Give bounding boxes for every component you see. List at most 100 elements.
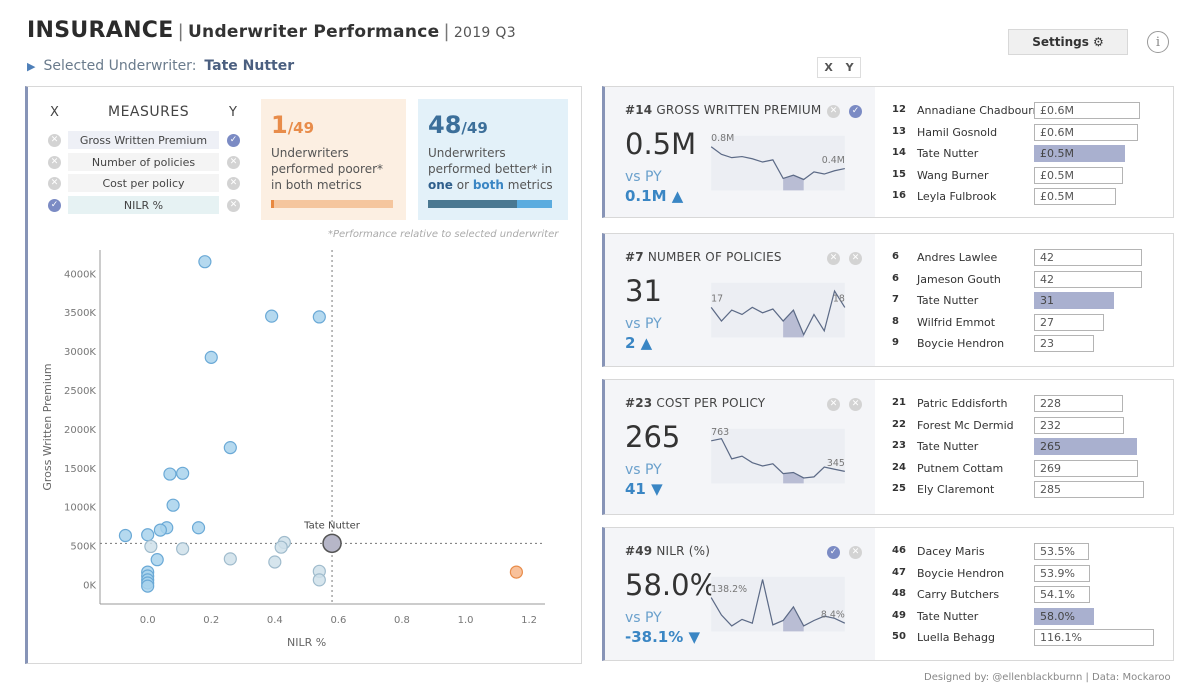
card-y-toggle[interactable]: ✓	[849, 105, 862, 118]
rank-row[interactable]: 48 Carry Butchers 54.1%	[892, 585, 1167, 605]
scatter-point[interactable]	[163, 467, 177, 481]
scatter-point[interactable]	[274, 540, 288, 554]
rank-row[interactable]: 46 Dacey Maris 53.5%	[892, 542, 1167, 562]
y-tick-label: 0K	[83, 581, 96, 592]
y-tick-label: 3000K	[64, 347, 96, 358]
x-toggle-header: X	[824, 61, 833, 74]
measure-y-toggle[interactable]: ✕	[227, 199, 240, 212]
rank-value-bar: 42	[1034, 270, 1142, 288]
rank-row[interactable]: 15 Wang Burner £0.5M	[892, 166, 1167, 186]
scatter-point[interactable]	[312, 310, 326, 324]
rank-row[interactable]: 13 Hamil Gosnold £0.6M	[892, 123, 1167, 143]
scatter-point[interactable]	[312, 573, 326, 587]
settings-button[interactable]: Settings ⚙	[1008, 29, 1128, 55]
scatter-point[interactable]	[268, 555, 282, 569]
scatter-point[interactable]	[176, 542, 190, 556]
expand-triangle-icon[interactable]: ▶	[27, 59, 36, 73]
measure-y-toggle[interactable]: ✓	[227, 134, 240, 147]
measure-x-toggle[interactable]: ✕	[48, 134, 61, 147]
vs-py-delta: 2 ▲	[625, 334, 653, 352]
scatter-point[interactable]	[153, 523, 167, 537]
rank-row[interactable]: 6 Jameson Gouth 42	[892, 270, 1167, 290]
scatter-point[interactable]	[144, 539, 158, 554]
rank-row[interactable]: 12 Annadiane Chadbourn £0.6M	[892, 101, 1167, 121]
sparkline-start-label: 138.2%	[711, 584, 747, 595]
rank-row[interactable]: 22 Forest Mc Dermid 232	[892, 416, 1167, 436]
rank-row[interactable]: 14 Tate Nutter £0.5M	[892, 144, 1167, 164]
rank-row[interactable]: 21 Patric Eddisforth 228	[892, 394, 1167, 414]
rank-row[interactable]: 49 Tate Nutter 58.0%	[892, 607, 1167, 627]
poorer-text-1: Underwriters	[271, 146, 349, 160]
rank-value-bar: 53.5%	[1034, 543, 1089, 560]
scatter-point[interactable]	[509, 565, 523, 579]
scatter-point[interactable]	[204, 350, 218, 364]
brand-title: INSURANCE	[27, 18, 174, 43]
metric-value: 0.5M	[625, 127, 697, 161]
rank-number: 13	[892, 125, 906, 137]
underwriter-name: Wang Burner	[917, 168, 989, 182]
measure-item[interactable]: Gross Written Premium	[68, 131, 219, 149]
sparkline-band	[711, 428, 845, 484]
underwriter-name: Tate Nutter	[917, 147, 979, 160]
rank-number: 23	[892, 440, 906, 451]
rank-row[interactable]: 47 Boycie Hendron 53.9%	[892, 564, 1167, 584]
card-x-toggle[interactable]: ✕	[827, 252, 840, 265]
scatter-point[interactable]	[166, 498, 180, 512]
metric-title: #7 NUMBER OF POLICIES	[625, 250, 782, 264]
scatter-point[interactable]	[150, 553, 164, 567]
rank-row[interactable]: 16 Leyla Fulbrook £0.5M	[892, 187, 1167, 207]
y-column-header: Y	[229, 105, 237, 120]
metric-name: NUMBER OF POLICIES	[647, 250, 782, 264]
rank-value-bar: 23	[1034, 335, 1094, 352]
measure-item[interactable]: NILR %	[68, 196, 219, 214]
underwriter-name: Tate Nutter	[917, 440, 979, 453]
selected-underwriter[interactable]: ▶ Selected Underwriter: Tate Nutter	[27, 58, 294, 74]
underwriter-name: Luella Behagg	[917, 631, 996, 644]
card-y-toggle[interactable]: ✕	[849, 252, 862, 265]
poorer-count: 1	[271, 111, 288, 139]
period-label: 2019 Q3	[453, 25, 516, 41]
rank-row[interactable]: 24 Putnem Cottam 269	[892, 459, 1167, 479]
selected-underwriter-point[interactable]	[322, 533, 342, 554]
measure-x-toggle[interactable]: ✕	[48, 177, 61, 190]
rank-row[interactable]: 6 Andres Lawlee 42	[892, 248, 1167, 268]
scatter-point[interactable]	[118, 528, 133, 543]
card-x-toggle[interactable]: ✕	[827, 105, 840, 118]
underwriter-name: Andres Lawlee	[917, 251, 998, 264]
rank-value-bar: 54.1%	[1034, 586, 1090, 603]
measure-y-toggle[interactable]: ✕	[227, 177, 240, 190]
scatter-point[interactable]	[265, 309, 279, 323]
measure-x-toggle[interactable]: ✓	[48, 199, 61, 212]
rank-row[interactable]: 25 Ely Claremont 285	[892, 480, 1167, 500]
scatter-point[interactable]	[141, 579, 155, 593]
measure-y-toggle[interactable]: ✕	[227, 156, 240, 169]
card-y-toggle[interactable]: ✕	[849, 398, 862, 411]
rank-row[interactable]: 7 Tate Nutter 31	[892, 291, 1167, 311]
scatter-point[interactable]	[223, 441, 237, 455]
underwriter-name: Leyla Fulbrook	[917, 190, 997, 203]
card-x-toggle[interactable]: ✓	[827, 546, 840, 559]
sparkline-line	[710, 289, 846, 337]
poorer-text-3: in both metrics	[271, 178, 362, 192]
metric-value: 58.0%	[625, 568, 718, 602]
rank-row[interactable]: 8 Wilfrid Emmot 27	[892, 313, 1167, 333]
info-icon[interactable]: i	[1147, 31, 1169, 53]
rank-row[interactable]: 9 Boycie Hendron 23	[892, 334, 1167, 354]
underwriter-name: Boycie Hendron	[917, 337, 1005, 350]
card-y-toggle[interactable]: ✕	[849, 546, 862, 559]
rank-row[interactable]: 50 Luella Behagg 116.1%	[892, 628, 1167, 648]
scatter-point[interactable]	[141, 528, 155, 542]
measure-item[interactable]: Cost per policy	[68, 174, 219, 192]
scatter-point[interactable]	[191, 521, 206, 535]
vs-py-label: vs PY	[625, 316, 662, 332]
scatter-point[interactable]	[176, 466, 190, 480]
rank-number: 15	[892, 168, 906, 180]
better-text-both: both	[472, 178, 504, 192]
measure-item[interactable]: Number of policies	[68, 153, 219, 171]
rank-number: 25	[892, 483, 906, 494]
rank-row[interactable]: 23 Tate Nutter 265	[892, 437, 1167, 457]
scatter-point[interactable]	[198, 255, 212, 269]
card-x-toggle[interactable]: ✕	[827, 398, 840, 411]
scatter-point[interactable]	[223, 552, 237, 566]
measure-x-toggle[interactable]: ✕	[48, 156, 61, 169]
